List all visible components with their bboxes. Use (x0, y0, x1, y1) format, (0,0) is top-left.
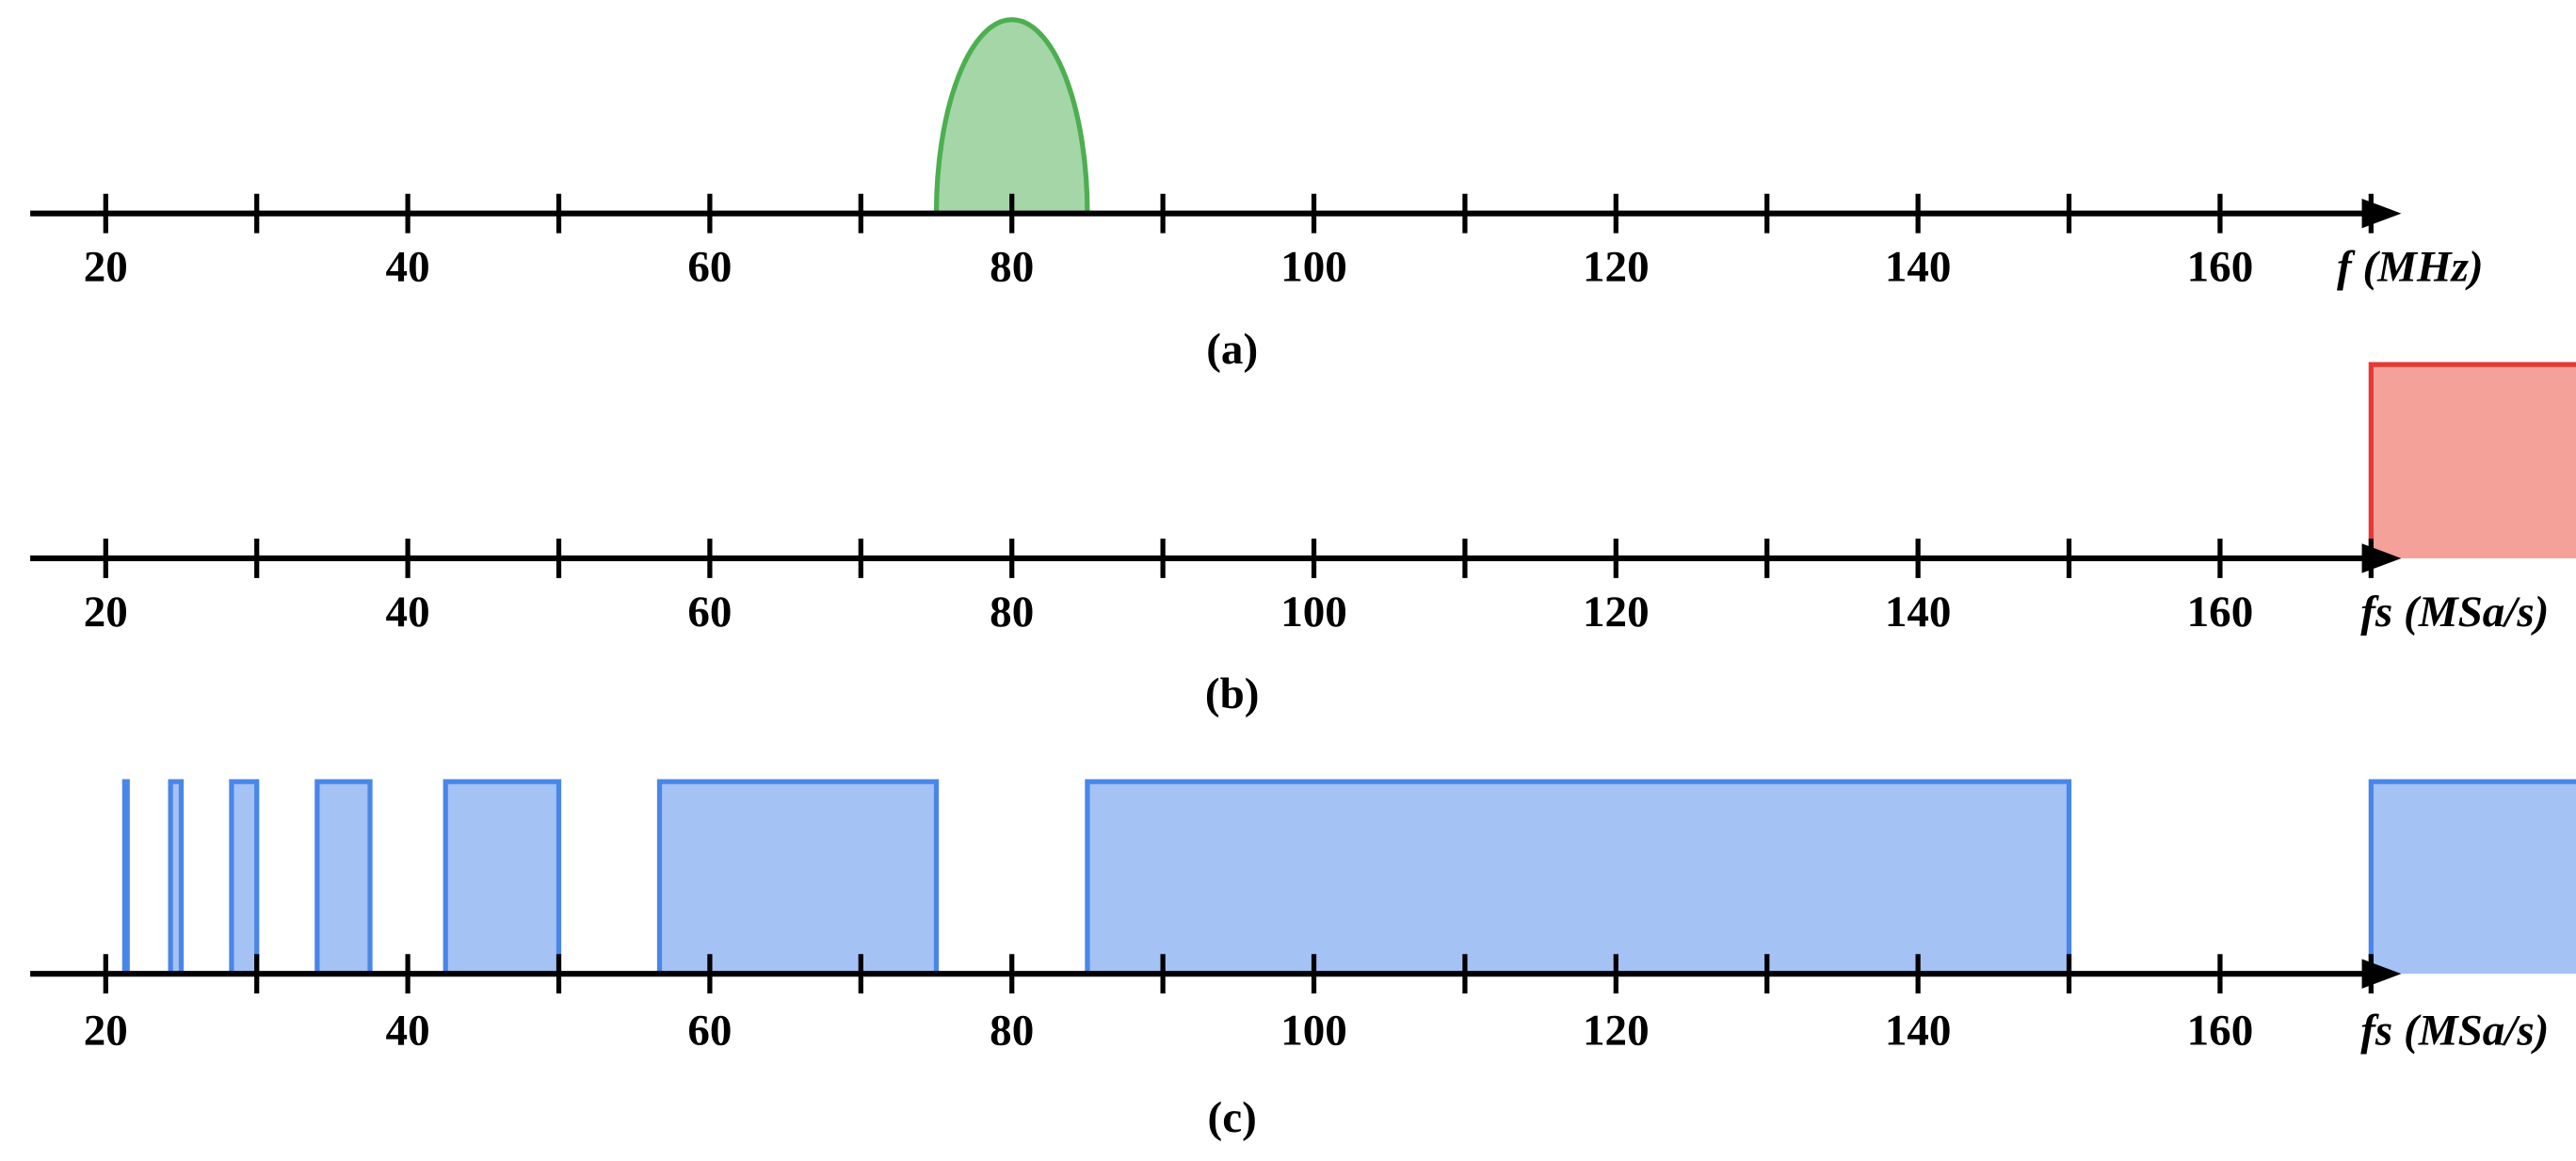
band (316, 782, 371, 975)
x-axis-label: f (MHz) (2337, 243, 2484, 292)
x-tick-label: 20 (84, 243, 128, 292)
band-outline (168, 779, 185, 975)
band (1087, 782, 2069, 975)
x-tick-label: 120 (1583, 243, 1650, 292)
panel-caption: (c) (1208, 1093, 1257, 1142)
band-outline (121, 779, 130, 975)
band (445, 782, 559, 975)
x-tick-label: 20 (84, 1007, 128, 1056)
x-tick-label: 60 (687, 1007, 732, 1056)
panel: 20 40 60 80 100 120 140 160 fs (MSa/s) (c) (30, 779, 2576, 1142)
band (2371, 782, 2576, 975)
x-tick-label: 80 (990, 1007, 1034, 1056)
x-tick-label: 140 (1885, 1007, 1952, 1056)
x-axis-label: fs (MSa/s) (2360, 588, 2549, 637)
band-outline (314, 779, 373, 975)
panel-caption: (a) (1206, 325, 1258, 374)
panel: 20 40 60 80 100 120 140 160 f (MHz) (a) (30, 17, 2484, 374)
x-tick-label: 120 (1583, 1007, 1650, 1056)
band-outline (656, 779, 940, 975)
x-tick-label: 140 (1885, 588, 1952, 637)
x-tick-label: 60 (687, 588, 732, 637)
x-tick-label: 160 (2187, 588, 2254, 637)
x-tick-label: 120 (1583, 588, 1650, 637)
x-tick-label: 140 (1885, 243, 1952, 292)
x-axis-label: fs (MSa/s) (2360, 1007, 2549, 1056)
x-tick-label: 60 (687, 243, 732, 292)
x-tick-label: 40 (386, 243, 430, 292)
band-outline (229, 779, 260, 975)
x-tick-label: 80 (990, 588, 1034, 637)
x-tick-label: 160 (2187, 1007, 2254, 1056)
band (2371, 364, 2576, 558)
band-outline (443, 779, 562, 975)
x-tick-label: 40 (386, 588, 430, 637)
spectrum-arch (933, 17, 1090, 214)
x-tick-label: 100 (1280, 588, 1347, 637)
panel: 20 40 60 80 100 120 140 160 fs (MSa/s) (b) (30, 362, 2576, 718)
band (231, 782, 257, 975)
band (659, 782, 937, 975)
panel-caption: (b) (1205, 669, 1260, 718)
x-tick-label: 160 (2187, 243, 2254, 292)
x-tick-label: 100 (1280, 1007, 1347, 1056)
x-tick-label: 100 (1280, 243, 1347, 292)
band (170, 782, 182, 975)
x-tick-label: 20 (84, 588, 128, 637)
band-outline (2368, 362, 2576, 558)
band-outline (1085, 779, 2072, 975)
x-tick-label: 40 (386, 1007, 430, 1056)
band-outline (2368, 779, 2576, 975)
x-tick-label: 80 (990, 243, 1034, 292)
axis-arrow (2361, 199, 2402, 229)
